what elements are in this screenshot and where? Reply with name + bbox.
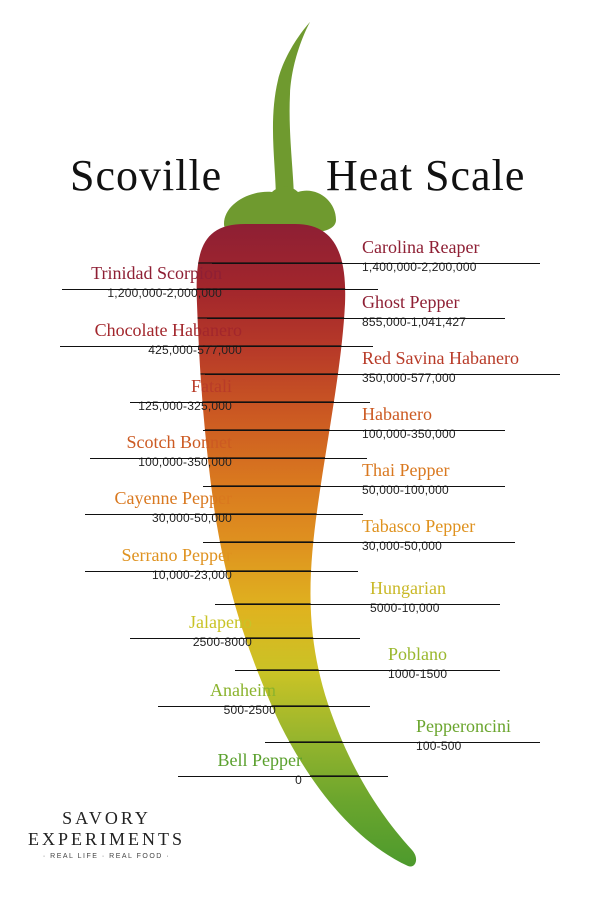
label-rule bbox=[265, 742, 540, 743]
pepper-name: Cayenne Pepper bbox=[115, 488, 232, 509]
pepper-label: Habanero100,000-350,000 bbox=[362, 404, 456, 441]
label-rule bbox=[62, 289, 378, 290]
label-rule bbox=[212, 263, 540, 264]
brand-tagline: · REAL LIFE · REAL FOOD · bbox=[28, 853, 185, 860]
label-rule bbox=[203, 486, 505, 487]
label-rule bbox=[60, 346, 373, 347]
pepper-name: Tabasco Pepper bbox=[362, 516, 475, 537]
label-rule bbox=[90, 458, 367, 459]
pepper-label: Serrano Pepper10,000-23,000 bbox=[122, 545, 232, 582]
pepper-name: Fatali bbox=[138, 376, 232, 397]
pepper-label: Carolina Reaper1,400,000-2,200,000 bbox=[362, 237, 479, 274]
pepper-label: Cayenne Pepper30,000-50,000 bbox=[115, 488, 232, 525]
label-rule bbox=[85, 514, 363, 515]
pepper-label: Red Savina Habanero350,000-577,000 bbox=[362, 348, 519, 385]
title-right: Heat Scale bbox=[326, 150, 525, 201]
label-rule bbox=[130, 402, 370, 403]
pepper-label: Tabasco Pepper30,000-50,000 bbox=[362, 516, 475, 553]
pepper-name: Serrano Pepper bbox=[122, 545, 232, 566]
pepper-stem bbox=[273, 22, 310, 202]
pepper-name: Carolina Reaper bbox=[362, 237, 479, 258]
brand-line2: EXPERIMENTS bbox=[28, 829, 185, 850]
label-rule bbox=[235, 670, 500, 671]
pepper-label: Hungarian5000-10,000 bbox=[370, 578, 446, 615]
pepper-label: Ghost Pepper855,000-1,041,427 bbox=[362, 292, 466, 329]
pepper-label: Jalapeno2500-8000 bbox=[189, 612, 252, 649]
label-rule bbox=[215, 604, 500, 605]
pepper-name: Pepperoncini bbox=[416, 716, 511, 737]
label-rule bbox=[203, 542, 515, 543]
pepper-name: Trinidad Scorpion bbox=[91, 263, 222, 284]
pepper-name: Hungarian bbox=[370, 578, 446, 599]
pepper-name: Red Savina Habanero bbox=[362, 348, 519, 369]
brand-line1: SAVORY bbox=[28, 808, 185, 829]
pepper-name: Habanero bbox=[362, 404, 456, 425]
pepper-label: Scotch Bonnet100,000-350,000 bbox=[127, 432, 233, 469]
label-rule bbox=[130, 638, 360, 639]
pepper-name: Scotch Bonnet bbox=[127, 432, 233, 453]
pepper-name: Poblano bbox=[388, 644, 447, 665]
pepper-name: Bell Pepper bbox=[218, 750, 302, 771]
label-rule bbox=[158, 706, 370, 707]
pepper-label: Anaheim500-2500 bbox=[210, 680, 276, 717]
brand-mark: SAVORY EXPERIMENTS · REAL LIFE · REAL FO… bbox=[28, 808, 185, 860]
title-left: Scoville bbox=[70, 150, 222, 201]
pepper-label: Pepperoncini100-500 bbox=[416, 716, 511, 753]
pepper-label: Fatali125,000-325,000 bbox=[138, 376, 232, 413]
pepper-name: Jalapeno bbox=[189, 612, 252, 633]
pepper-name: Ghost Pepper bbox=[362, 292, 466, 313]
pepper-label: Chocolate Habanero425,000-577,000 bbox=[95, 320, 242, 357]
pepper-name: Chocolate Habanero bbox=[95, 320, 242, 341]
label-rule bbox=[205, 374, 560, 375]
scoville-infographic: { "title": { "left": "Scoville", "right"… bbox=[0, 0, 600, 900]
label-rule bbox=[207, 318, 505, 319]
label-rule bbox=[178, 776, 388, 777]
pepper-label: Thai Pepper50,000-100,000 bbox=[362, 460, 449, 497]
pepper-name: Anaheim bbox=[210, 680, 276, 701]
pepper-label: Bell Pepper0 bbox=[218, 750, 302, 787]
pepper-name: Thai Pepper bbox=[362, 460, 449, 481]
pepper-label: Trinidad Scorpion1,200,000-2,000,000 bbox=[91, 263, 222, 300]
label-rule bbox=[85, 571, 358, 572]
pepper-label: Poblano1000-1500 bbox=[388, 644, 447, 681]
label-rule bbox=[203, 430, 505, 431]
